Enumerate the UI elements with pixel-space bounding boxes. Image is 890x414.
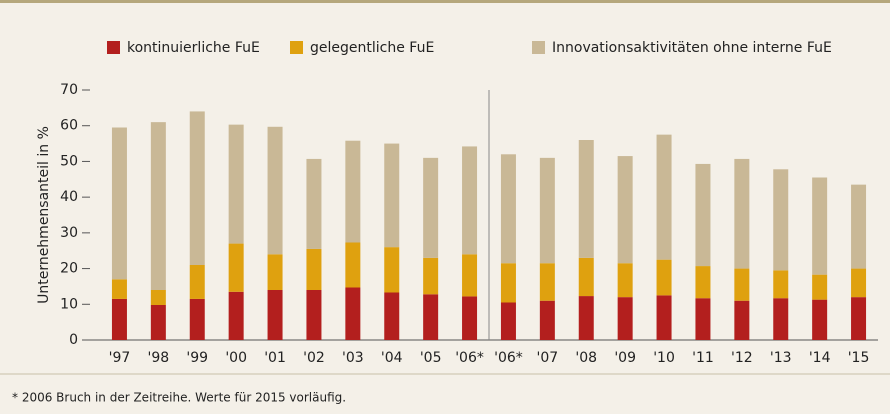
- y-tick-label: 60: [60, 118, 78, 134]
- bar-segment: [773, 298, 789, 340]
- bar-segment: [189, 298, 205, 340]
- bar-segment: [656, 259, 672, 296]
- y-tick-label: 70: [60, 82, 78, 98]
- bar-segment: [734, 268, 750, 301]
- bar-segment: [189, 111, 205, 265]
- bar-segment: [345, 287, 361, 340]
- bar-segment: [267, 126, 283, 255]
- bar-segment: [423, 157, 439, 258]
- bar-segment: [384, 292, 400, 340]
- bar-segment: [851, 297, 867, 340]
- bar-segment: [462, 146, 478, 255]
- bar-segment: [150, 305, 166, 340]
- x-tick-label: '05: [420, 350, 442, 366]
- x-tick-label: '99: [186, 350, 208, 366]
- bar-segment: [539, 263, 555, 301]
- x-tick-label: '06*: [494, 350, 523, 366]
- bar-segment: [384, 247, 400, 293]
- bar-segment: [111, 127, 127, 280]
- bar-segment: [111, 298, 127, 340]
- bar-segment: [695, 266, 711, 299]
- x-tick-label: '09: [614, 350, 636, 366]
- x-tick-label: '97: [109, 350, 131, 366]
- y-tick-label: 40: [60, 189, 78, 205]
- legend-swatch: [532, 41, 545, 54]
- bar-segment: [734, 300, 750, 340]
- bar-segment: [267, 254, 283, 290]
- bar-segment: [189, 265, 205, 299]
- bar-segment: [851, 184, 867, 269]
- top-rule: [0, 0, 890, 3]
- bar-segment: [384, 143, 400, 248]
- x-tick-label: '08: [575, 350, 597, 366]
- y-tick-label: 10: [60, 296, 78, 312]
- bar-segment: [500, 154, 516, 264]
- bar-segment: [617, 156, 633, 264]
- bar-segment: [656, 134, 672, 260]
- bar-segment: [578, 296, 594, 340]
- bar-segment: [812, 299, 828, 340]
- bar-segment: [228, 124, 244, 244]
- bar-segment: [306, 158, 322, 249]
- x-tick-label: '04: [381, 350, 403, 366]
- legend-label: Innovationsaktivitäten ohne interne FuE: [552, 40, 832, 56]
- bar-segment: [111, 279, 127, 299]
- bar-segment: [267, 290, 283, 340]
- y-tick-label: 0: [69, 332, 78, 348]
- bar-segment: [617, 263, 633, 298]
- bar-segment: [500, 263, 516, 303]
- bar-segment: [578, 140, 594, 258]
- bar-segment: [150, 122, 166, 291]
- x-tick-label: '98: [148, 350, 170, 366]
- bar-segment: [500, 302, 516, 340]
- x-tick-label: '11: [692, 350, 714, 366]
- x-tick-label: '14: [809, 350, 831, 366]
- bar-segment: [345, 242, 361, 288]
- bar-segment: [150, 290, 166, 305]
- legend-label: gelegentliche FuE: [310, 40, 434, 56]
- x-tick-label: '15: [848, 350, 870, 366]
- x-tick-label: '07: [537, 350, 559, 366]
- y-axis-label: Unternehmensanteil in %: [36, 126, 52, 304]
- bar-segment: [773, 270, 789, 299]
- x-tick-label: '01: [264, 350, 286, 366]
- bar-segment: [306, 248, 322, 290]
- bar-segment: [539, 157, 555, 264]
- legend-swatch: [290, 41, 303, 54]
- x-tick-label: '02: [303, 350, 325, 366]
- y-tick-label: 50: [60, 153, 78, 169]
- x-tick-label: '06*: [455, 350, 484, 366]
- y-tick-label: 30: [60, 225, 78, 241]
- x-tick-label: '10: [653, 350, 675, 366]
- bar-segment: [734, 158, 750, 269]
- legend-swatch: [107, 41, 120, 54]
- x-tick-label: '00: [225, 350, 247, 366]
- bar-segment: [306, 290, 322, 340]
- y-tick-label: 20: [60, 261, 78, 277]
- legend-label: kontinuierliche FuE: [127, 40, 260, 56]
- bar-segment: [462, 254, 478, 297]
- bar-segment: [578, 257, 594, 297]
- bar-segment: [773, 169, 789, 271]
- x-tick-label: '13: [770, 350, 792, 366]
- bar-segment: [695, 163, 711, 267]
- bar-segment: [423, 257, 439, 295]
- bar-segment: [539, 300, 555, 340]
- footnote: * 2006 Bruch in der Zeitreihe. Werte für…: [12, 391, 346, 405]
- x-tick-label: '12: [731, 350, 753, 366]
- bar-segment: [851, 268, 867, 298]
- bar-segment: [228, 291, 244, 340]
- bar-segment: [423, 294, 439, 340]
- bar-segment: [617, 297, 633, 340]
- bar-segment: [656, 295, 672, 340]
- bar-segment: [812, 274, 828, 300]
- bar-segment: [695, 298, 711, 340]
- x-tick-label: '03: [342, 350, 364, 366]
- bar-segment: [345, 140, 361, 243]
- bar-segment: [812, 177, 828, 275]
- bar-segment: [228, 243, 244, 292]
- bar-segment: [462, 296, 478, 340]
